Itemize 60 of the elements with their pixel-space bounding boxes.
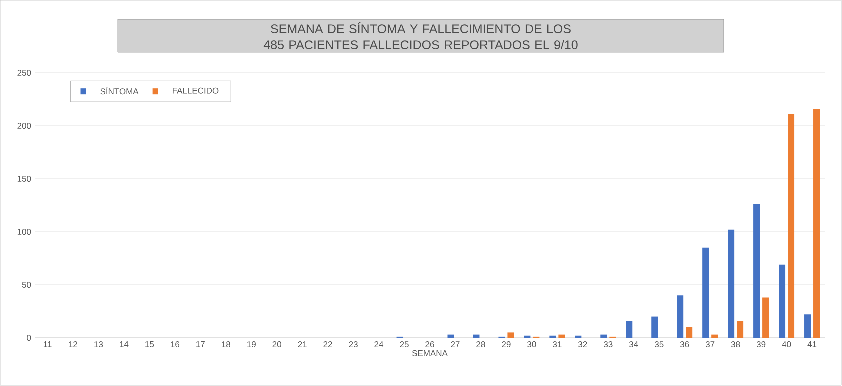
x-tick-label: 37 [706, 342, 715, 348]
x-tick-label: 24 [374, 342, 384, 348]
x-tick-label: 12 [69, 342, 78, 348]
x-tick-label: 21 [298, 342, 307, 348]
x-tick-label: 40 [782, 342, 792, 348]
x-tick-label: 15 [146, 342, 154, 348]
x-tick-label: 17 [196, 342, 205, 348]
y-tick-label: 250 [18, 70, 32, 76]
x-tick-label: 34 [629, 342, 638, 348]
x-tick-label: 31 [553, 342, 562, 348]
x-tick-label: 20 [272, 342, 282, 348]
chart-title: SEMANA DE SÍNTOMA Y FALLECIMIENTO DE LOS 485 PACIENTES FALLECIDOS REPORTADOS EL 9/10 [264, 22, 578, 50]
x-tick-label: 26 [426, 342, 434, 348]
bar [702, 248, 710, 338]
x-tick-label: 36 [680, 342, 690, 348]
y-tick-label: 150 [18, 176, 32, 182]
bar [558, 334, 566, 338]
x-tick-label: 13 [94, 342, 104, 348]
bar [508, 332, 514, 338]
x-tick-label: 35 [654, 342, 664, 348]
x-tick-label: 28 [476, 342, 486, 348]
x-tick-label: 27 [451, 342, 460, 348]
y-tick-label: 100 [18, 228, 32, 236]
x-tick-label: 32 [578, 342, 588, 348]
x-tick-label: 41 [808, 342, 817, 348]
x-tick-label: 39 [756, 342, 766, 348]
legend-label: SÍNTOMA [100, 87, 139, 95]
bar [737, 321, 744, 338]
x-tick-label: 25 [400, 342, 409, 348]
bar [686, 327, 693, 338]
x-tick-label: 16 [171, 342, 180, 348]
legend-label: FALLECIDO [173, 88, 219, 94]
x-tick-label: 19 [248, 342, 256, 348]
y-tick-label: 0 [27, 334, 32, 342]
bar [600, 334, 608, 338]
bar [804, 314, 812, 338]
x-tick-label: 23 [349, 342, 358, 348]
x-tick-label: 30 [528, 342, 536, 348]
y-tick-label: 200 [18, 122, 32, 130]
x-tick-label: 22 [324, 342, 332, 348]
bar [814, 109, 820, 338]
bar [448, 334, 454, 338]
bar [754, 204, 760, 338]
bar [712, 334, 718, 338]
bar [652, 316, 658, 338]
bar [677, 296, 684, 338]
x-axis-title: SEMANA [412, 350, 448, 356]
bar [779, 264, 786, 338]
x-tick-label: 33 [604, 342, 613, 348]
x-tick-label: 29 [502, 342, 511, 348]
x-tick-label: 38 [731, 342, 740, 348]
x-tick-label: 18 [222, 342, 230, 348]
x-tick-label: 11 [44, 342, 52, 348]
bar [473, 334, 480, 338]
x-tick-label: 14 [120, 342, 129, 348]
bar [762, 298, 770, 338]
bar [728, 230, 735, 338]
bar [626, 321, 633, 338]
bar [788, 114, 795, 338]
y-tick-label: 50 [22, 282, 32, 288]
